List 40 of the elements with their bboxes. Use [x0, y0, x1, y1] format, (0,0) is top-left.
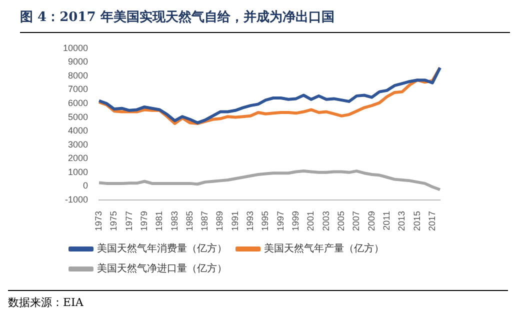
legend-label: 美国天然气净进口量（亿方）	[97, 262, 227, 275]
y-tick-label: -1000	[64, 194, 88, 204]
legend-label: 美国天然气年产量（亿方）	[264, 242, 384, 255]
y-tick-label: 3000	[68, 139, 88, 150]
y-tick-label: 7000	[68, 84, 88, 94]
x-tick-label: 1977	[124, 210, 134, 232]
x-tick-label: 1973	[94, 210, 104, 232]
y-tick-label: 5000	[68, 112, 88, 122]
y-tick-label: 4000	[68, 126, 88, 136]
x-tick-label: 2017	[426, 210, 437, 232]
x-tick-label: 2013	[396, 210, 407, 232]
y-tick-label: 0	[83, 180, 88, 191]
x-tick-label: 2003	[320, 210, 331, 232]
source-note: 数据来源：EIA	[8, 290, 508, 310]
x-tick-label: 1997	[275, 210, 286, 232]
x-tick-label: 1985	[184, 210, 194, 232]
x-tick-label: 2009	[366, 210, 376, 232]
x-tick-label: 1983	[169, 210, 180, 232]
x-tick-label: 1991	[230, 210, 240, 232]
x-tick-label: 2011	[381, 210, 392, 230]
x-tick-label: 2015	[412, 210, 422, 232]
x-tick-label: 2001	[306, 210, 316, 232]
x-tick-label: 1999	[290, 210, 301, 232]
legend-label: 美国天然气年消费量（亿方）	[97, 242, 227, 255]
chart-title: 图 4：2017 年美国实现天然气自给，并成为净出口国	[20, 8, 510, 33]
y-tick-label: 2000	[68, 153, 88, 164]
y-tick-label: 6000	[68, 98, 88, 108]
x-tick-label: 1993	[245, 210, 256, 232]
x-tick-label: 2007	[351, 210, 362, 232]
y-tick-label: 9000	[68, 56, 88, 67]
x-tick-label: 1979	[138, 210, 149, 232]
x-tick-label: 1975	[108, 210, 119, 232]
x-tick-label: 1981	[154, 210, 164, 232]
x-tick-label: 1989	[214, 210, 225, 232]
x-tick-label: 1987	[200, 210, 210, 232]
y-tick-label: 8000	[68, 70, 88, 80]
x-tick-label: 1995	[260, 210, 270, 232]
x-tick-label: 2005	[336, 210, 346, 232]
y-tick-label: 10000	[62, 42, 88, 53]
y-tick-label: 1000	[68, 166, 88, 177]
